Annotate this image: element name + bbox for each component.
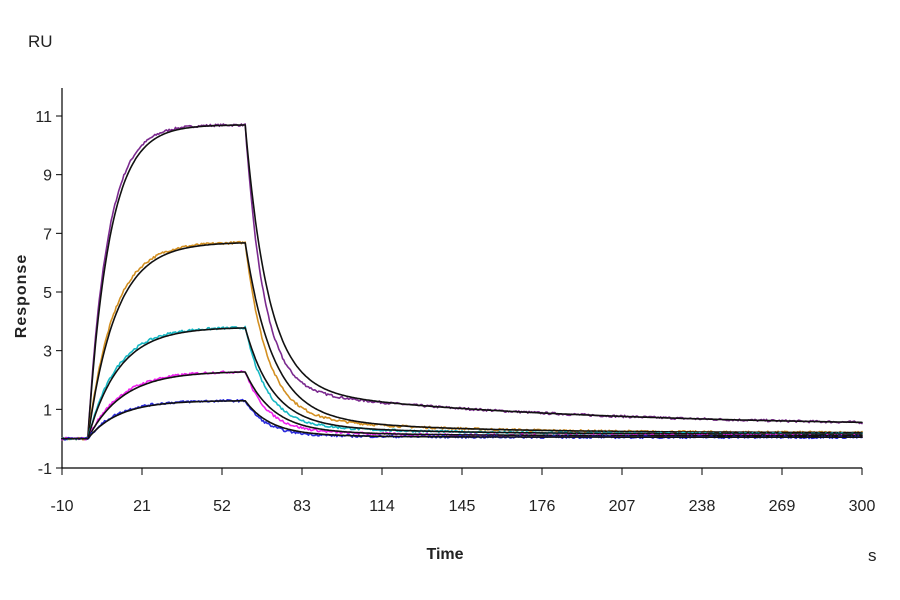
y-tick-label: 11 bbox=[35, 109, 52, 126]
y-unit-label: RU bbox=[28, 32, 53, 51]
x-tick-label: 300 bbox=[849, 498, 876, 515]
x-tick-label: 21 bbox=[133, 498, 151, 515]
x-tick-label: 145 bbox=[449, 498, 476, 515]
fit-curve-5 bbox=[61, 400, 863, 440]
x-tick-label: 269 bbox=[769, 498, 796, 515]
y-axis-ticks: -1 1 3 5 7 9 11 bbox=[35, 109, 62, 478]
y-tick-label: 1 bbox=[43, 402, 52, 419]
sensorgram-curves bbox=[61, 123, 863, 441]
x-tick-label: 114 bbox=[369, 498, 395, 515]
x-tick-label: 207 bbox=[609, 498, 636, 515]
sensorgram-series-2 bbox=[61, 240, 863, 441]
x-axis-ticks: -10 21 52 83 114 145 176 207 238 269 300 bbox=[50, 468, 875, 515]
y-axis-title: Response bbox=[13, 254, 30, 338]
x-tick-label: 238 bbox=[689, 498, 716, 515]
x-axis-title: Time bbox=[426, 546, 463, 563]
fit-curve-2 bbox=[61, 242, 863, 440]
x-unit-label: s bbox=[868, 546, 877, 565]
y-tick-label: 5 bbox=[43, 285, 52, 302]
fit-curve-3 bbox=[61, 327, 863, 440]
x-tick-label: 176 bbox=[529, 498, 556, 515]
x-tick-label: 83 bbox=[293, 498, 311, 515]
x-tick-label: 52 bbox=[213, 498, 231, 515]
y-tick-label: 9 bbox=[43, 168, 52, 185]
fit-curve-1 bbox=[61, 124, 863, 440]
y-tick-label: -1 bbox=[38, 461, 52, 478]
x-tick-label: -10 bbox=[50, 498, 73, 515]
y-tick-label: 3 bbox=[43, 344, 52, 361]
sensorgram-series-1 bbox=[61, 123, 863, 441]
sensorgram-series-3 bbox=[61, 325, 863, 441]
y-tick-label: 7 bbox=[43, 226, 52, 243]
fit-curve-4 bbox=[61, 371, 863, 440]
